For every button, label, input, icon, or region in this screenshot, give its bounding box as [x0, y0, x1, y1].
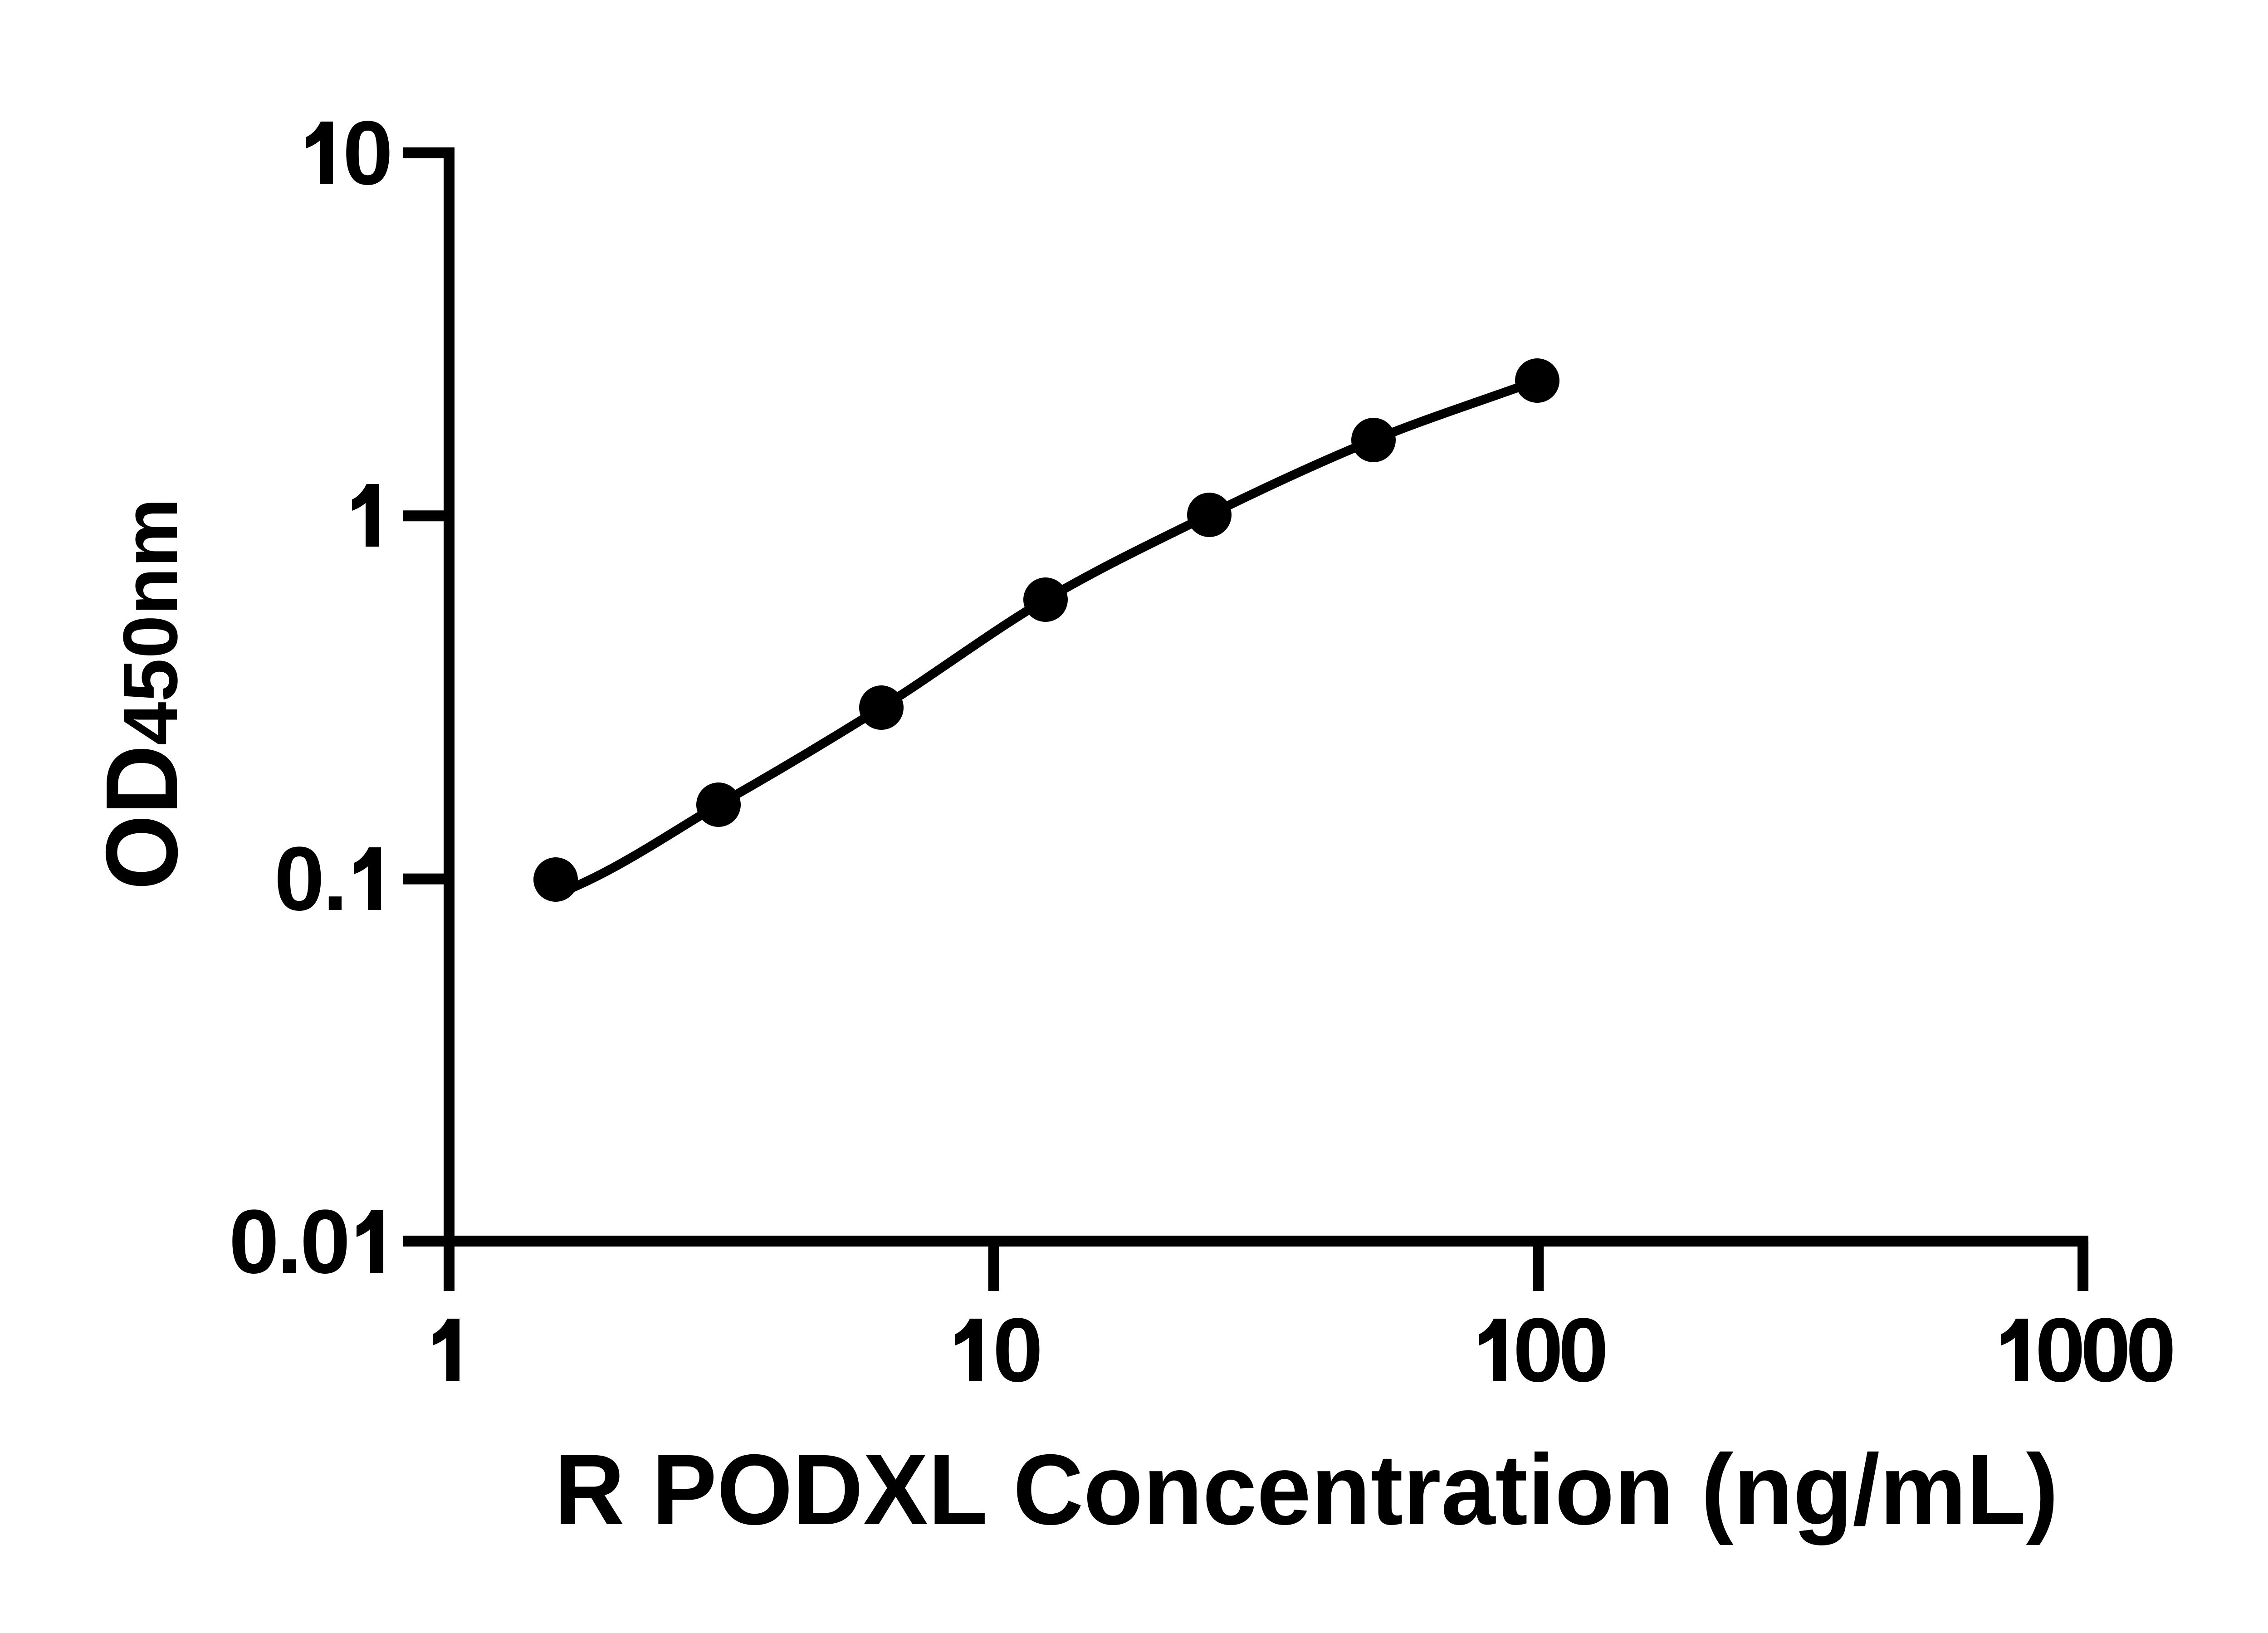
svg-text:0: 0 — [229, 1191, 279, 1292]
svg-text:.: . — [323, 828, 348, 929]
svg-text:0: 0 — [342, 103, 393, 204]
svg-text:0: 0 — [2035, 1300, 2085, 1401]
svg-text:0: 0 — [992, 1300, 1043, 1401]
svg-text:0: 0 — [1513, 1300, 1563, 1401]
svg-text:.: . — [277, 1191, 302, 1292]
svg-text:0: 0 — [1558, 1300, 1608, 1401]
svg-text:0: 0 — [2080, 1300, 2131, 1401]
svg-text:R PODXL Concentration (ng/mL): R PODXL Concentration (ng/mL) — [554, 1433, 2058, 1545]
svg-text:450nm: 450nm — [108, 498, 194, 745]
svg-text:0: 0 — [274, 828, 324, 929]
svg-text:OD: OD — [84, 745, 199, 890]
svg-text:0: 0 — [300, 1191, 350, 1292]
svg-text:0: 0 — [2126, 1300, 2176, 1401]
